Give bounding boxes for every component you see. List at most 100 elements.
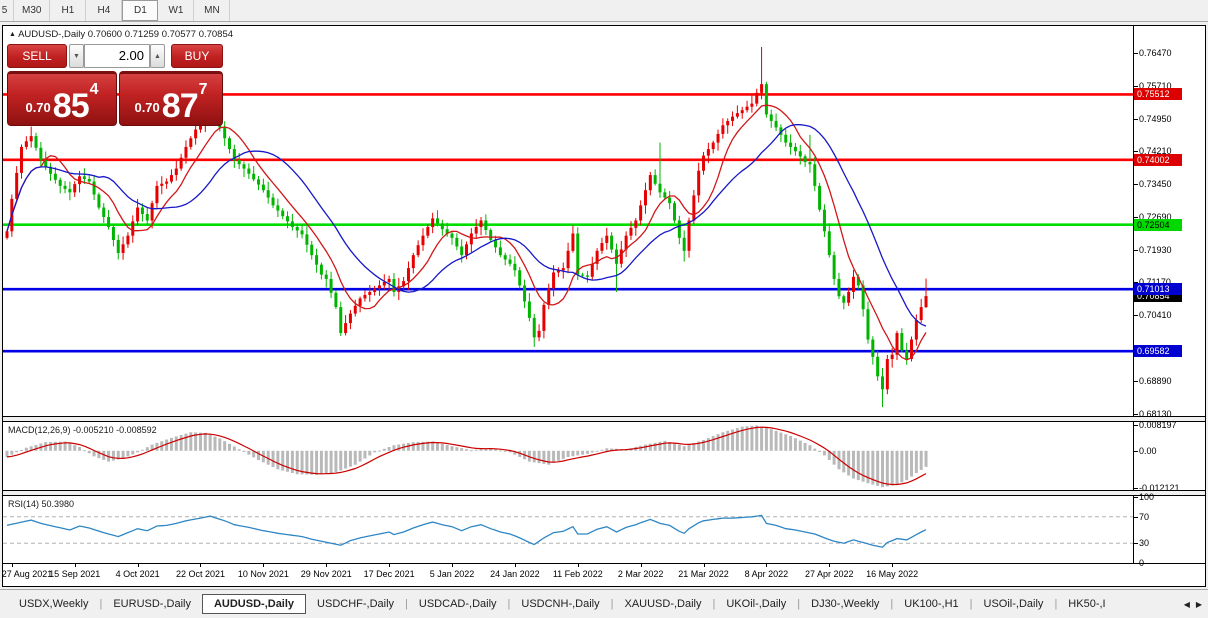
axis-tick (1133, 282, 1138, 284)
price-tick-label: 0.75710 (1139, 80, 1172, 91)
timeframe-button-w1[interactable]: W1 (158, 0, 195, 21)
timeframe-button-h1[interactable]: H1 (50, 0, 87, 21)
buy-price-big: 87 (161, 87, 199, 125)
chart-tab-hk50-i[interactable]: HK50-,I (1068, 598, 1106, 610)
pane-divider-rsi[interactable] (3, 490, 1205, 496)
tab-separator: | (969, 598, 973, 610)
price-tick-label: 0.74950 (1139, 113, 1172, 124)
sell-button[interactable]: SELL (7, 44, 67, 68)
date-tick-label: 4 Oct 2021 (115, 569, 160, 579)
price-tick-label: 0.72690 (1139, 211, 1172, 222)
date-tick-label: 22 Oct 2021 (175, 569, 225, 579)
rsi-tick-label: 100 (1139, 492, 1155, 502)
macd-name: MACD(12,26,9) (8, 425, 71, 435)
price-tick-label: 0.71170 (1139, 277, 1171, 287)
date-tick-label: 2 Mar 2022 (617, 569, 664, 579)
price-tick-label: 0.68890 (1139, 376, 1172, 387)
chart-tab-usdchf-daily[interactable]: USDCHF-,Daily (317, 598, 395, 610)
level-price-badge: 0.71013 (1134, 283, 1182, 296)
axis-tick (1133, 563, 1138, 564)
date-tick (514, 564, 516, 567)
macd-label: MACD(12,26,9) -0.005210 -0.008592 (8, 425, 157, 435)
chart-ohlc-values: 0.70600 0.71259 0.70577 0.70854 (87, 29, 234, 40)
sell-price-button[interactable]: 0.70 85 4 (7, 71, 117, 126)
chart-tab-audusd-daily[interactable]: AUDUSD-,Daily (201, 594, 307, 614)
timeframe-button-h4[interactable]: H4 (86, 0, 123, 21)
buy-price-prefix: 0.70 (134, 100, 160, 115)
chart-tab-xauusd-daily[interactable]: XAUUSD-,Daily (624, 598, 702, 610)
date-tick-label: 24 Jan 2022 (490, 569, 540, 579)
date-tick-label: 17 Dec 2021 (363, 569, 415, 579)
date-tick-label: 5 Jan 2022 (429, 569, 475, 579)
axis-tick (1133, 450, 1138, 452)
chart-tab-usdx-weekly[interactable]: USDX,Weekly (19, 598, 89, 610)
axis-tick (1133, 216, 1138, 218)
rsi-tick-label: 30 (1139, 538, 1150, 549)
date-tick-label: 29 Nov 2021 (300, 569, 352, 579)
rsi-tick-label: 0 (1139, 558, 1145, 568)
date-tick-label: 16 May 2022 (866, 569, 919, 579)
chart-tab-usdcad-daily[interactable]: USDCAD-,Daily (418, 598, 497, 610)
rsi-value: 50.3980 (41, 499, 75, 509)
date-tick (640, 564, 642, 567)
date-tick-label: 15 Sep 2021 (49, 569, 101, 579)
date-tick (326, 564, 328, 567)
date-tick (766, 564, 768, 567)
chart-window[interactable]: ▲ AUDUSD-,Daily 0.70600 0.71259 0.70577 … (2, 25, 1206, 587)
buy-price-pipette: 7 (198, 81, 208, 98)
timeframe-button-d1[interactable]: D1 (122, 0, 159, 21)
buy-price-button[interactable]: 0.70 87 7 (119, 71, 223, 126)
date-tick-label: 27 Aug 2021 (1, 569, 53, 579)
date-tick (829, 564, 831, 567)
macd-tick-label: -0.012121 (1139, 483, 1180, 494)
price-axis-line (1133, 26, 1134, 563)
axis-tick (1133, 516, 1138, 518)
axis-tick (1133, 543, 1138, 545)
date-tick-label: 11 Feb 2022 (552, 569, 603, 579)
tab-separator: | (1054, 598, 1058, 610)
volume-input[interactable]: 2.00 (84, 44, 150, 68)
date-tick (11, 564, 13, 567)
date-tick-label: 27 Apr 2022 (805, 569, 854, 579)
price-tick-label: 0.73450 (1139, 178, 1172, 189)
price-tick-label: 0.68130 (1139, 409, 1172, 419)
collapse-marker-icon[interactable]: ▲ (9, 31, 16, 38)
date-tick (200, 564, 202, 567)
chart-tab-dj30-weekly[interactable]: DJ30-,Weekly (811, 598, 880, 610)
date-tick (703, 564, 705, 567)
timeframe-button-mn[interactable]: MN (194, 0, 231, 21)
axis-tick (1133, 85, 1138, 87)
timeframe-button-m30[interactable]: M30 (14, 0, 51, 21)
axis-tick (1133, 118, 1138, 120)
tab-separator: | (712, 598, 716, 610)
date-tick (892, 564, 894, 567)
date-tick-label: 8 Apr 2022 (744, 569, 789, 579)
chart-tab-ukoil-daily[interactable]: UKOil-,Daily (726, 598, 787, 610)
sell-price-prefix: 0.70 (25, 100, 51, 115)
chart-tab-usdcnh-daily[interactable]: USDCNH-,Daily (521, 598, 600, 610)
tab-scroll-left-icon[interactable]: ◀ (1183, 599, 1190, 609)
chart-symbol-period: AUDUSD-,Daily (18, 29, 86, 40)
axis-tick (1133, 150, 1138, 152)
axis-tick (1133, 53, 1138, 54)
rsi-tick-label: 70 (1139, 511, 1150, 522)
price-tick-label: 0.76470 (1139, 48, 1172, 58)
axis-tick (1133, 249, 1138, 251)
axis-tick (1133, 488, 1138, 490)
level-price-badge: 0.72504 (1134, 218, 1182, 231)
timeframe-button-5[interactable]: 5 (0, 0, 14, 21)
axis-tick (1133, 381, 1138, 383)
volume-decrease-button[interactable]: ▼ (69, 44, 84, 68)
chart-tab-usoil-daily[interactable]: USOil-,Daily (983, 598, 1044, 610)
volume-increase-button[interactable]: ▲ (150, 44, 165, 68)
pane-divider-macd[interactable] (3, 416, 1205, 422)
axis-tick (1133, 497, 1138, 498)
price-tick-label: 0.74210 (1139, 145, 1172, 156)
chart-tab-eurusd-daily[interactable]: EURUSD-,Daily (113, 598, 191, 610)
tab-separator: | (507, 598, 511, 610)
chart-canvas[interactable] (3, 26, 1205, 586)
buy-button[interactable]: BUY (171, 44, 223, 68)
tab-scroll-right-icon[interactable]: ▶ (1195, 599, 1202, 609)
chart-tab-uk100-h1[interactable]: UK100-,H1 (904, 598, 959, 610)
